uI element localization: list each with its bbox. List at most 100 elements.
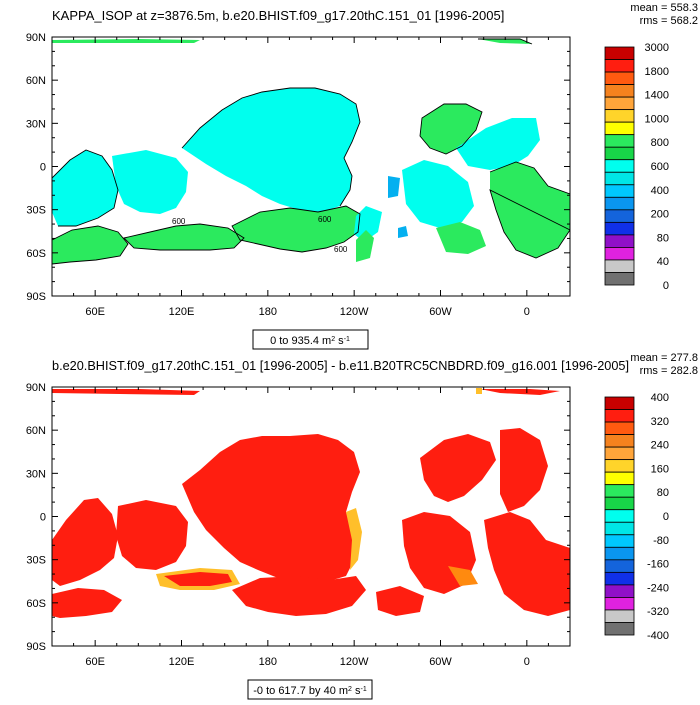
bottom-y-tick-label: 0 xyxy=(40,512,46,524)
top-axes: 60E 120E 180 120W 60W 0 90N 60N 30N 0 30S 60S 90S xyxy=(26,32,571,318)
bottom-colorbar-box xyxy=(604,609,635,623)
top-colorbar-box xyxy=(604,159,635,173)
bottom-colorbar-label: -160 xyxy=(647,559,669,571)
top-land-west-band-2 xyxy=(112,150,188,214)
top-colorbar-box xyxy=(604,184,635,198)
bottom-land-east xyxy=(484,512,570,616)
top-title: KAPPA_ISOP at z=3876.5m, b.e20.BHIST.f09… xyxy=(52,8,504,23)
bottom-map xyxy=(52,388,570,618)
bottom-colorbar-box xyxy=(604,571,635,586)
top-coast-sa xyxy=(489,161,570,259)
bottom-land-south xyxy=(232,576,366,616)
bottom-y-tick-label: 90S xyxy=(26,641,46,653)
bottom-colorbar-box xyxy=(604,622,635,636)
top-coastlines xyxy=(52,38,570,265)
top-colorbar-box xyxy=(604,234,635,248)
top-colorbar-box xyxy=(604,84,635,98)
bottom-colorbar-box xyxy=(604,534,635,548)
top-x-tick-label: 60E xyxy=(85,306,105,318)
top-colorbar-box xyxy=(604,59,635,73)
top-colorbar-box xyxy=(604,259,635,273)
bottom-colorbar-box xyxy=(604,509,635,523)
bottom-range-note: -0 to 617.7 by 40 m2 s-1 xyxy=(253,685,367,697)
bottom-colorbar-label: -320 xyxy=(647,606,669,618)
top-colorbar-box xyxy=(604,96,635,111)
bottom-colorbar-box xyxy=(604,559,635,573)
bottom-land-west xyxy=(52,498,118,586)
bottom-colorbar-box xyxy=(604,421,635,435)
bottom-land-oz xyxy=(52,588,122,618)
bottom-land-west-2 xyxy=(116,500,188,570)
top-land-na xyxy=(420,104,482,154)
bottom-colorbar-label: -240 xyxy=(647,582,669,594)
bottom-mean-stat: mean = 277.8 xyxy=(630,352,698,364)
top-land-madagascar xyxy=(356,230,374,262)
top-x-tick-label: 120W xyxy=(340,306,369,318)
top-y-tick-label: 60S xyxy=(26,248,46,260)
bottom-land-na xyxy=(420,434,496,502)
top-colorbar-label: 80 xyxy=(657,232,669,244)
top-colorbar-box xyxy=(604,71,635,85)
bottom-land-africa xyxy=(182,434,360,582)
top-colorbar-box xyxy=(604,109,635,123)
bottom-x-tick-label: 120W xyxy=(340,656,369,668)
bottom-colorbar-label: 0 xyxy=(663,511,669,523)
bottom-colorbar-label: 320 xyxy=(651,416,669,428)
bottom-land-arctic-left xyxy=(52,389,200,395)
bottom-y-tick-label: 30S xyxy=(26,555,46,567)
bottom-colorbar-box xyxy=(604,546,635,561)
top-colorbar-label: 800 xyxy=(651,137,669,149)
bottom-colorbar: 400 320 240 160 80 0 -80 -160 -240 -320 -400 xyxy=(604,392,669,642)
bottom-land-arctic-yellow xyxy=(476,388,482,394)
top-land-horn xyxy=(354,206,382,242)
top-colorbar-label: 1400 xyxy=(645,90,669,102)
bottom-colorbar-label: 400 xyxy=(651,392,669,404)
bottom-colorbar-box xyxy=(604,521,635,536)
top-contour-label: 600 xyxy=(172,217,186,226)
top-colorbar-box xyxy=(604,247,635,261)
top-land-patch-blue-2 xyxy=(398,226,408,238)
bottom-colorbar-box xyxy=(604,484,635,498)
bottom-land-sa-orange xyxy=(448,566,478,586)
top-colorbar-label: 3000 xyxy=(645,42,669,54)
bottom-land-central xyxy=(500,428,548,512)
top-land-central xyxy=(456,118,540,170)
bottom-land-fills xyxy=(52,388,570,618)
bottom-colorbar-box xyxy=(604,409,635,423)
top-land-arctic-left xyxy=(52,39,200,43)
bottom-colorbar-label: 160 xyxy=(651,463,669,475)
bottom-x-tick-label: 0 xyxy=(524,656,530,668)
bottom-x-tick-label: 180 xyxy=(259,656,277,668)
bottom-colorbar-box xyxy=(604,396,635,410)
top-range-note: 0 to 935.4 m2 s-1 xyxy=(270,335,350,347)
top-coast-africa xyxy=(181,87,361,207)
top-y-tick-label: 90S xyxy=(26,291,46,303)
top-colorbar-box xyxy=(604,171,635,186)
top-colorbar-box xyxy=(604,196,635,211)
bottom-colorbar-label: -80 xyxy=(653,535,669,547)
bottom-title: b.e20.BHIST.f09_g17.20thC.151_01 [1996-2… xyxy=(52,358,629,373)
bottom-x-tick-label: 120E xyxy=(169,656,195,668)
top-contour-label: 600 xyxy=(334,245,348,254)
top-map: 600 600 600 xyxy=(52,38,570,265)
top-coast-arctic-right xyxy=(478,38,533,45)
panel-bottom: b.e20.BHIST.f09_g17.20thC.151_01 [1996-2… xyxy=(26,352,698,700)
top-y-tick-label: 0 xyxy=(40,162,46,174)
top-coast-na xyxy=(419,103,483,155)
bottom-colorbar-label: 240 xyxy=(651,440,669,452)
top-contour-labels: 600 600 600 xyxy=(172,215,348,254)
top-colorbar-box xyxy=(604,209,635,223)
top-colorbar-box xyxy=(604,121,635,136)
bottom-x-tick-label: 60W xyxy=(429,656,452,668)
top-contour-label: 600 xyxy=(318,215,332,224)
top-land-fills xyxy=(52,39,570,264)
top-colorbar-box xyxy=(604,221,635,236)
bottom-y-tick-label: 30N xyxy=(26,468,46,480)
bottom-range-box xyxy=(247,679,373,700)
bottom-y-tick-label: 60S xyxy=(26,598,46,610)
top-rms-stat: rms = 568.2 xyxy=(640,15,698,27)
top-colorbar-label: 600 xyxy=(651,161,669,173)
top-land-arctic-right xyxy=(478,39,532,44)
